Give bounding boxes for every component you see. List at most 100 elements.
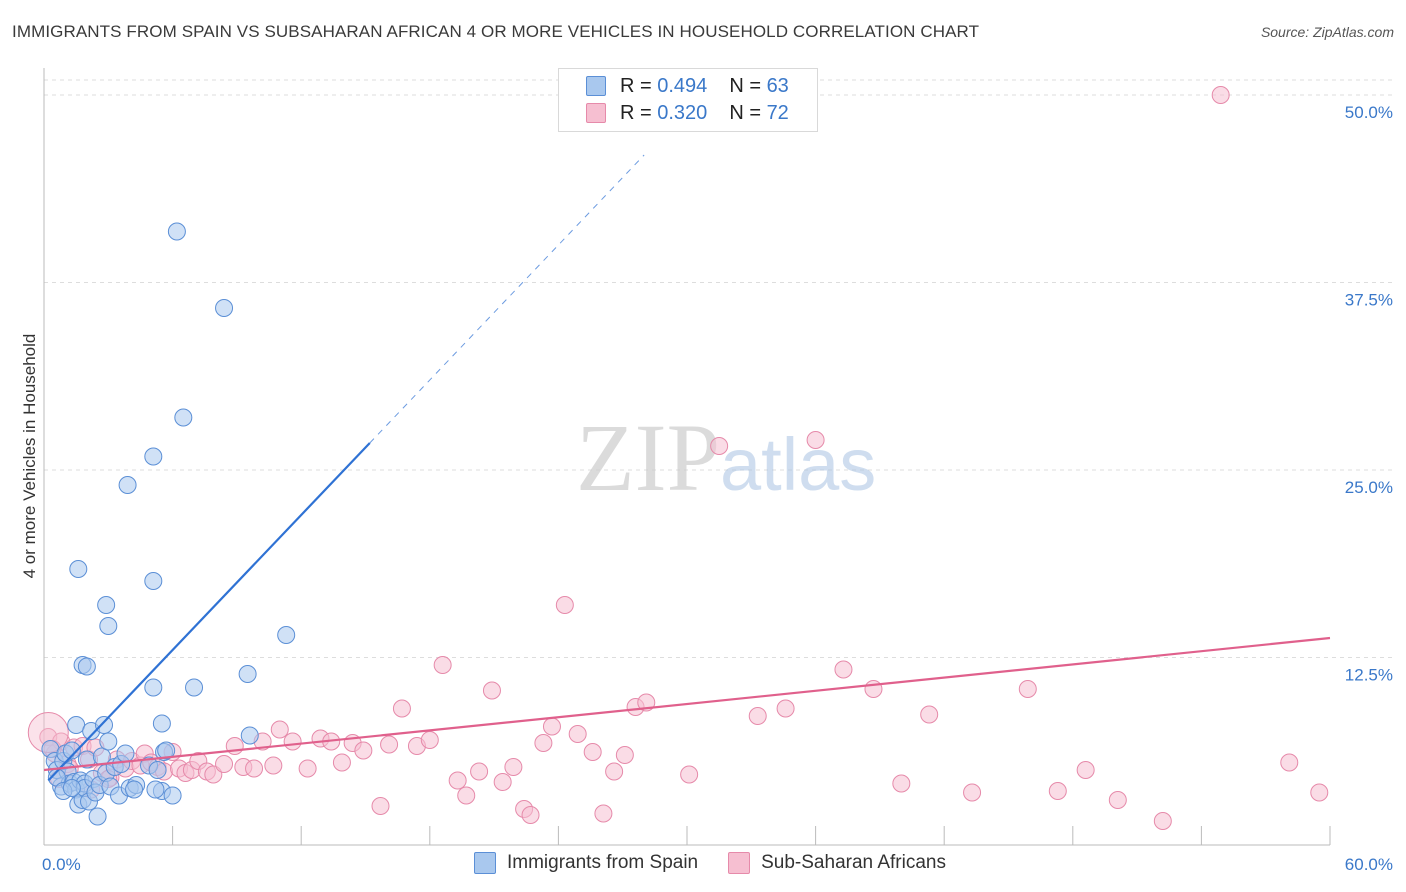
pink-trend-line — [43, 636, 1331, 772]
blue-points — [41, 222, 296, 826]
y-tick-label: 50.0% — [1345, 103, 1393, 122]
pink-point — [605, 762, 624, 781]
chart-title: IMMIGRANTS FROM SPAIN VS SUBSAHARAN AFRI… — [12, 22, 980, 41]
pink-point — [482, 681, 501, 700]
blue-point — [77, 657, 96, 676]
pink-point — [542, 717, 561, 736]
pink-point — [594, 804, 613, 823]
blue-point — [157, 741, 176, 760]
blue-point — [69, 560, 88, 578]
pink-point — [710, 437, 729, 455]
n-label: N = — [729, 101, 761, 124]
blue-point — [238, 665, 257, 683]
pink-point — [534, 734, 553, 752]
blue-trend-line — [47, 442, 371, 782]
blue-point — [148, 761, 167, 779]
pink-point — [371, 797, 390, 815]
pink-point — [615, 746, 634, 764]
y-tick-label: 12.5% — [1345, 666, 1393, 685]
pink-point — [392, 699, 411, 718]
pink-point — [493, 773, 512, 791]
watermark-atlas: atlas — [720, 423, 876, 506]
pink-points — [27, 86, 1329, 830]
legend-item-spain[interactable]: Immigrants from Spain — [474, 852, 698, 874]
n-value: 63 — [766, 74, 789, 97]
pink-point — [892, 774, 911, 793]
blue-point — [167, 222, 186, 241]
source-attribution: Source: ZipAtlas.com — [1260, 24, 1394, 40]
pink-point — [1310, 783, 1329, 802]
pink-point — [1108, 791, 1127, 809]
blue-point — [144, 572, 163, 590]
blue-point — [240, 726, 259, 745]
y-tick-label: 25.0% — [1345, 478, 1393, 497]
legend-swatch-blue — [474, 852, 496, 874]
r-value: 0.494 — [657, 74, 708, 97]
r-value: 0.320 — [657, 101, 708, 124]
blue-point — [99, 732, 118, 751]
legend-swatch-pink — [586, 103, 606, 123]
pink-point — [806, 431, 825, 449]
legend-swatch-pink — [728, 852, 751, 874]
pink-point — [298, 759, 317, 778]
pink-point — [448, 771, 467, 790]
pink-point — [504, 758, 523, 776]
legend-label: Sub-Saharan Africans — [761, 852, 946, 873]
blue-point — [118, 476, 137, 494]
pink-point — [1280, 753, 1299, 772]
series-legend: Immigrants from Spain Sub-Saharan Africa… — [474, 852, 976, 874]
blue-point — [185, 678, 204, 697]
pink-point — [270, 720, 289, 739]
blue-point — [62, 741, 81, 760]
pink-point — [1018, 680, 1037, 698]
x-tick-label: 0.0% — [42, 855, 81, 874]
pink-point — [283, 732, 302, 751]
pink-point — [433, 656, 452, 674]
legend-item-subsaharan[interactable]: Sub-Saharan Africans — [728, 852, 946, 874]
pink-point — [920, 705, 939, 724]
blue-trend-extension — [369, 154, 645, 444]
n-value: 72 — [766, 101, 789, 124]
pink-point — [680, 765, 699, 784]
blue-point — [99, 617, 118, 635]
blue-point — [163, 786, 182, 805]
blue-point — [67, 716, 86, 734]
pink-point — [1211, 86, 1230, 104]
pink-point — [215, 755, 234, 773]
pink-point — [380, 735, 399, 754]
pink-point — [521, 806, 540, 824]
correlation-legend: R = 0.494 N = 63 R = 0.320 N = 72 — [558, 68, 818, 132]
legend-label: Immigrants from Spain — [507, 852, 699, 873]
pink-point — [1153, 812, 1172, 830]
blue-point — [95, 716, 114, 734]
x-tick-label: 60.0% — [1345, 855, 1393, 874]
pink-point — [420, 731, 439, 749]
pink-point — [776, 699, 795, 718]
blue-point — [62, 779, 81, 797]
pink-point — [1076, 761, 1095, 779]
blue-point — [88, 807, 107, 826]
pink-point — [864, 680, 883, 698]
blue-point — [97, 596, 116, 614]
r-label: R = — [620, 74, 652, 97]
axis-layer: 12.5% 25.0% 37.5% 50.0% 0.0% 60.0% — [42, 68, 1393, 874]
pink-point — [354, 741, 373, 760]
pink-point — [834, 660, 853, 679]
pink-point — [457, 786, 476, 805]
pink-point — [245, 759, 264, 778]
pink-point — [748, 707, 767, 725]
trend-lines — [43, 154, 1331, 782]
legend-swatch-blue — [586, 76, 606, 96]
y-axis-label: 4 or more Vehicles in Household — [20, 334, 39, 579]
blue-point — [174, 408, 193, 427]
n-label: N = — [729, 74, 761, 97]
pink-point — [568, 725, 587, 743]
pink-point — [332, 753, 351, 772]
pink-point — [963, 783, 982, 802]
legend-row-spain: R = 0.494 N = 63 — [586, 73, 789, 99]
blue-point — [152, 714, 171, 733]
y-tick-label: 37.5% — [1345, 291, 1393, 310]
blue-point — [144, 678, 163, 697]
pink-point — [1048, 782, 1067, 800]
